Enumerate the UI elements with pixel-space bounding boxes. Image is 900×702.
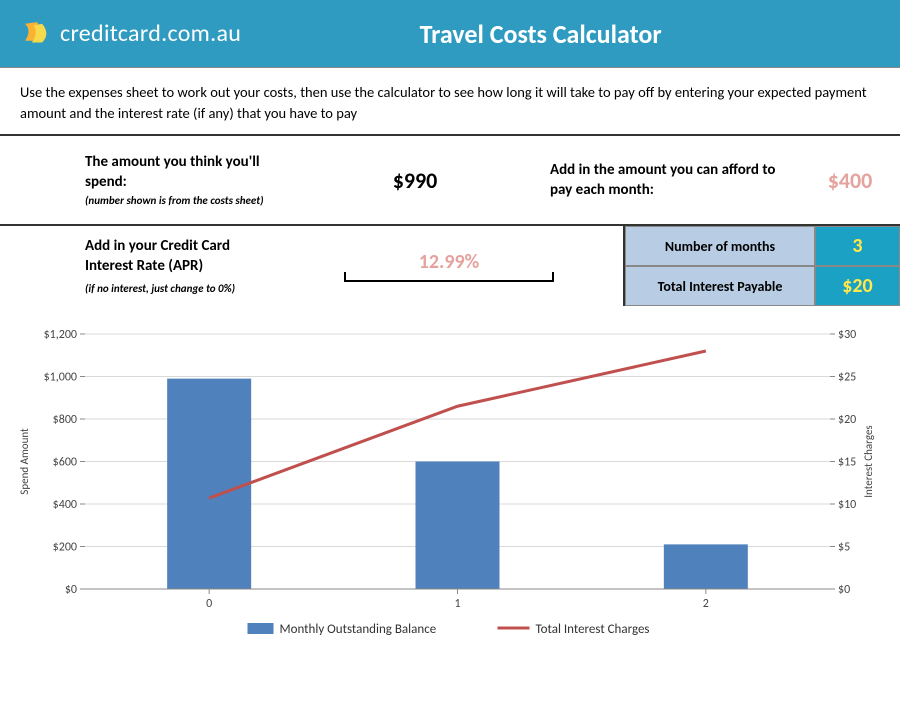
spend-label: The amount you think you'll spend: xyxy=(85,153,300,192)
svg-text:$0: $0 xyxy=(838,583,850,597)
svg-text:$30: $30 xyxy=(838,328,856,342)
logo-text: creditcard.com.au xyxy=(60,19,241,48)
spend-note: (number shown is from the costs sheet) xyxy=(85,194,300,207)
logo: creditcard.com.au xyxy=(20,17,241,51)
logo-icon xyxy=(20,17,54,51)
svg-text:$200: $200 xyxy=(53,541,77,555)
svg-text:$600: $600 xyxy=(53,456,77,470)
svg-text:$1,200: $1,200 xyxy=(44,328,77,342)
svg-text:$10: $10 xyxy=(838,498,856,512)
interest-label: Total Interest Payable xyxy=(625,266,815,306)
header: creditcard.com.au Travel Costs Calculato… xyxy=(0,0,900,68)
apr-note: (if no interest, just change to 0%) xyxy=(85,282,275,295)
months-label: Number of months xyxy=(625,226,815,266)
apr-value[interactable]: 12.99% xyxy=(419,250,479,274)
interest-value: $20 xyxy=(815,266,900,306)
apr-label: Add in your Credit Card Interest Rate (A… xyxy=(85,237,275,276)
chart-container: $0$200$400$600$800$1,000$1,200$0$5$10$15… xyxy=(0,306,900,664)
intro-text: Use the expenses sheet to work out your … xyxy=(0,68,900,136)
svg-text:Interest Charges: Interest Charges xyxy=(862,425,875,497)
svg-text:Spend Amount: Spend Amount xyxy=(18,428,31,495)
svg-text:1: 1 xyxy=(454,597,460,611)
svg-text:$800: $800 xyxy=(53,413,77,427)
svg-text:2: 2 xyxy=(703,597,709,611)
svg-text:$1,000: $1,000 xyxy=(44,371,77,385)
svg-text:$400: $400 xyxy=(53,498,77,512)
afford-value[interactable]: $400 xyxy=(800,167,900,194)
svg-text:$5: $5 xyxy=(838,541,850,555)
svg-text:Monthly Outstanding Balance: Monthly Outstanding Balance xyxy=(280,622,437,637)
svg-text:$25: $25 xyxy=(838,371,856,385)
inputs-row-1: The amount you think you'll spend: (numb… xyxy=(0,136,900,226)
apr-input-underline xyxy=(344,272,554,282)
svg-text:$0: $0 xyxy=(65,583,77,597)
svg-text:$15: $15 xyxy=(838,456,856,470)
svg-text:$20: $20 xyxy=(838,413,856,427)
svg-text:0: 0 xyxy=(206,597,212,611)
summary-box: Number of months 3 Total Interest Payabl… xyxy=(625,226,900,306)
inputs-row-2: Add in your Credit Card Interest Rate (A… xyxy=(0,226,900,306)
svg-text:Total Interest Charges: Total Interest Charges xyxy=(536,622,650,637)
months-value: 3 xyxy=(815,226,900,266)
balance-interest-chart: $0$200$400$600$800$1,000$1,200$0$5$10$15… xyxy=(10,324,880,654)
page-title: Travel Costs Calculator xyxy=(241,18,880,50)
spend-value: $990 xyxy=(300,167,530,194)
afford-label: Add in the amount you can afford to pay … xyxy=(530,160,800,201)
